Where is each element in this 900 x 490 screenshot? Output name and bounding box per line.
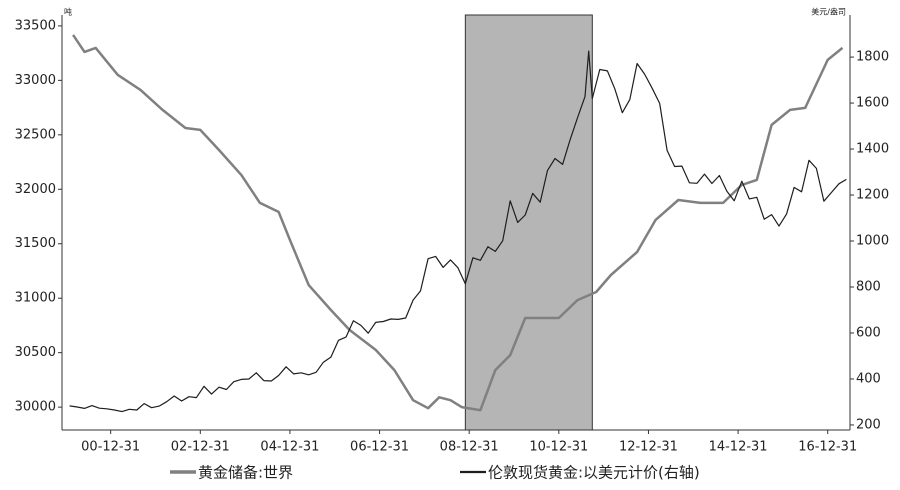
x-tick-label: 12-12-31 [619,440,678,455]
y-tick-label: 31000 [15,291,56,306]
y-tick-label: 33000 [15,73,56,88]
x-tick-label: 00-12-31 [81,440,140,455]
y-tick-label: 32000 [15,182,56,197]
series-line [72,34,844,412]
y2-tick-label: 200 [856,417,881,432]
y-tick-label: 32500 [15,127,56,142]
y2-tick-label: 1200 [856,188,889,203]
y2-tick-label: 800 [856,279,881,294]
y-tick-label: 31500 [15,236,56,251]
x-tick-label: 06-12-31 [350,440,409,455]
y2-tick-label: 400 [856,371,881,386]
highlight-band [464,14,593,431]
y-tick-label: 33500 [15,18,56,33]
x-tick-label: 14-12-31 [709,440,768,455]
x-tick-label: 02-12-31 [171,440,230,455]
y-tick-label: 30000 [15,400,56,415]
y2-axis-unit: 美元/盎司 [811,7,846,17]
legend-label: 黄金储备:世界 [198,464,293,482]
y2-tick-label: 1800 [856,50,889,65]
x-tick-label: 10-12-31 [529,440,588,455]
y-axis-unit: 吨 [64,7,72,17]
series-line [69,50,847,413]
x-tick-label: 04-12-31 [260,440,319,455]
y2-tick-label: 1400 [856,142,889,157]
y2-tick-label: 1000 [856,234,889,249]
y2-tick-label: 600 [856,325,881,340]
y2-tick-label: 1600 [856,96,889,111]
legend-label: 伦敦现货黄金:以美元计价(右轴) [488,464,700,482]
y-tick-label: 30500 [15,345,56,360]
x-tick-label: 16-12-31 [798,440,857,455]
x-tick-label: 08-12-31 [440,440,499,455]
